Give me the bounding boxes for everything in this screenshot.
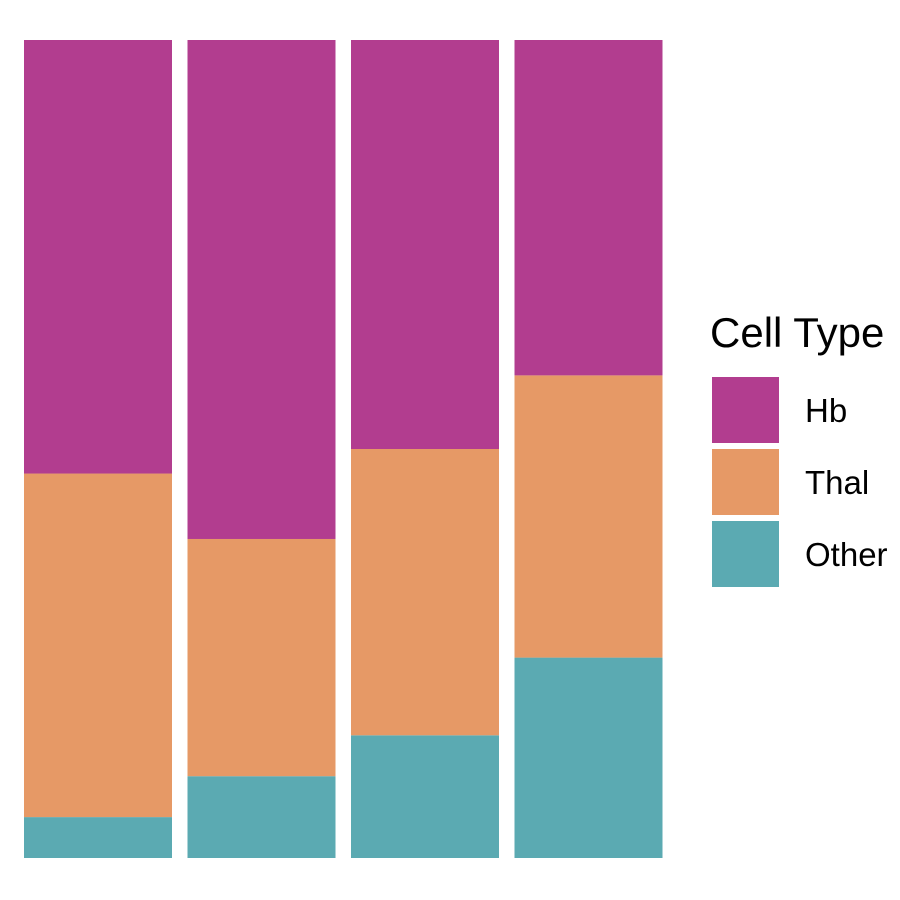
bar-segment-hb-2 bbox=[187, 40, 336, 539]
bar-segment-thal-2 bbox=[187, 538, 336, 777]
legend-label-other: Other bbox=[805, 536, 888, 573]
legend-key-other bbox=[712, 521, 779, 587]
bar-segment-other-2 bbox=[187, 776, 336, 858]
bar-segment-hb-1 bbox=[24, 40, 172, 474]
bar-segment-hb-3 bbox=[351, 40, 499, 449]
bar-segment-thal-4 bbox=[514, 375, 663, 658]
bar-segment-other-4 bbox=[514, 657, 663, 858]
bar-segment-thal-1 bbox=[24, 473, 172, 818]
bar-segment-other-3 bbox=[351, 735, 499, 858]
legend-title: Cell Type bbox=[710, 309, 884, 356]
legend-label-thal: Thal bbox=[805, 464, 869, 501]
plot-area bbox=[24, 40, 663, 858]
legend-key-thal bbox=[712, 449, 779, 515]
bar-segment-other-1 bbox=[24, 817, 172, 858]
legend-label-hb: Hb bbox=[805, 392, 847, 429]
bar-segment-thal-3 bbox=[351, 449, 499, 736]
legend: Cell Type Hb Thal Other bbox=[710, 309, 888, 587]
bar-segment-hb-4 bbox=[514, 40, 663, 376]
legend-items: Hb Thal Other bbox=[712, 377, 888, 587]
legend-key-hb bbox=[712, 377, 779, 443]
